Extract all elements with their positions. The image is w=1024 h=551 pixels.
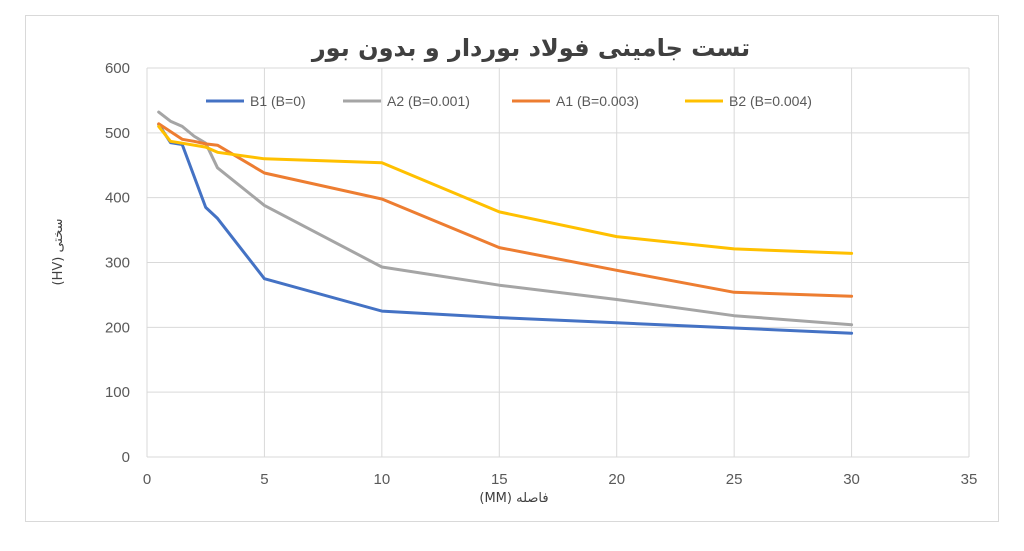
series-line-1 xyxy=(157,122,854,335)
chart-title: تست جامینی فولاد بوردار و بدون بور xyxy=(311,34,750,62)
y-tick-label: 400 xyxy=(105,190,130,207)
x-tick-label: 10 xyxy=(374,471,391,488)
y-tick-label: 200 xyxy=(105,319,130,336)
y-tick-label: 500 xyxy=(105,125,130,142)
legend-label-1: B1 (B=0) xyxy=(250,93,306,109)
legend-label-3: A1 (B=0.003) xyxy=(556,93,639,109)
x-tick-label: 35 xyxy=(961,471,978,488)
legend: B1 (B=0) A2 (B=0.001) A1 (B=0.003) B2 (B=0.… xyxy=(206,93,812,109)
x-tick-label: 20 xyxy=(608,471,625,488)
series-line-3 xyxy=(157,122,854,298)
series-line-4 xyxy=(157,124,854,255)
gridlines xyxy=(146,67,970,458)
chart-frame: 0 100 200 300 400 500 600 0 5 10 15 20 25 30 35 B1 (B=… xyxy=(25,15,999,522)
x-tick-label: 5 xyxy=(260,471,268,488)
x-tick-label: 25 xyxy=(726,471,743,488)
y-tick-label: 0 xyxy=(122,449,130,466)
y-tick-label: 100 xyxy=(105,384,130,401)
legend-label-2: A2 (B=0.001) xyxy=(387,93,470,109)
line-chart: 0 100 200 300 400 500 600 0 5 10 15 20 25 30 35 B1 (B=… xyxy=(51,34,977,506)
legend-label-4: B2 (B=0.004) xyxy=(729,93,812,109)
y-tick-label: 600 xyxy=(105,60,130,77)
x-axis-label: فاصله (MM) xyxy=(479,491,548,506)
series-lines xyxy=(157,110,854,335)
x-tick-label: 15 xyxy=(491,471,508,488)
y-axis-label: سختی (HV) xyxy=(51,219,66,286)
x-tick-label: 0 xyxy=(143,471,151,488)
series-line-2 xyxy=(157,110,854,327)
x-tick-label: 30 xyxy=(843,471,860,488)
axis-ticks: 0 100 200 300 400 500 600 0 5 10 15 20 25 30 35 xyxy=(105,60,977,488)
y-tick-label: 300 xyxy=(105,255,130,272)
